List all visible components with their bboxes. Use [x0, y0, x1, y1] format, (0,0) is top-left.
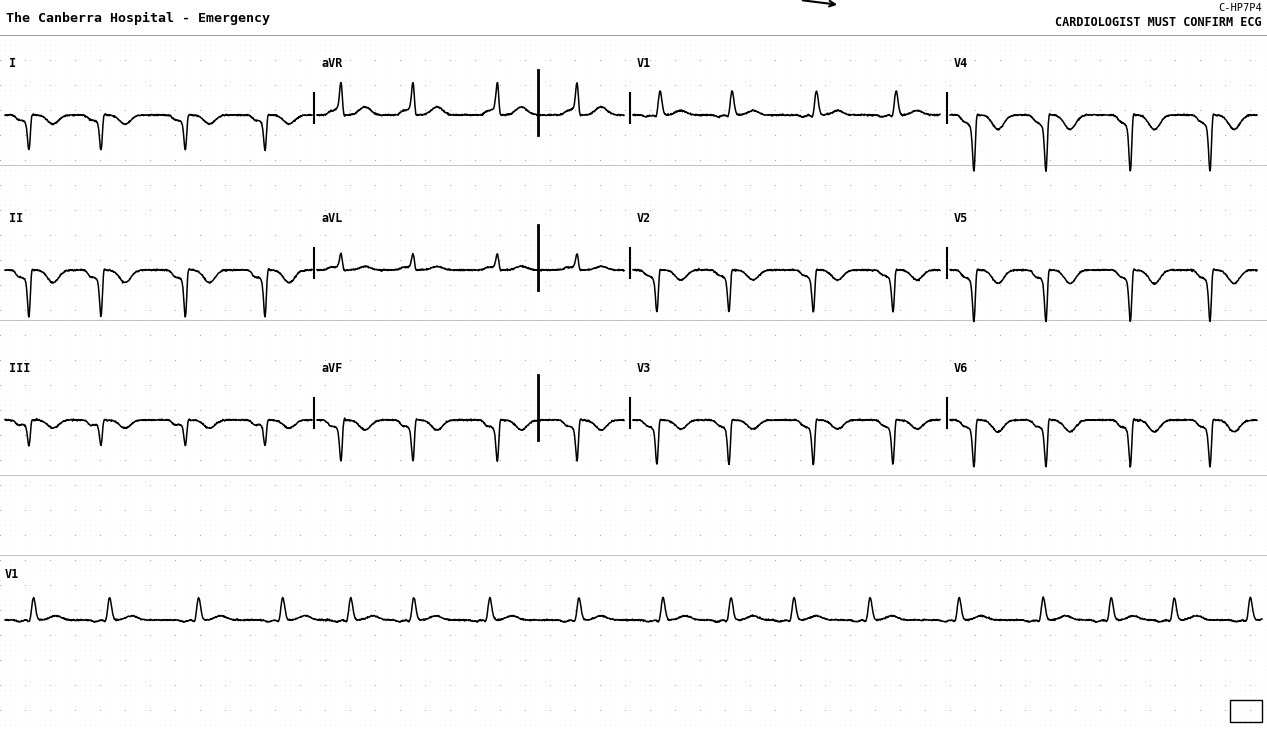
Text: The Canberra Hospital - Emergency: The Canberra Hospital - Emergency — [6, 12, 270, 25]
Text: V4: V4 — [954, 57, 968, 70]
Text: I: I — [9, 57, 16, 70]
Text: C-HP7P4: C-HP7P4 — [1219, 3, 1262, 13]
Text: aVR: aVR — [321, 57, 342, 70]
Bar — [1230, 700, 1262, 722]
Text: V3: V3 — [637, 362, 651, 375]
Text: V1: V1 — [5, 568, 19, 581]
Text: II: II — [9, 212, 23, 225]
Text: aVL: aVL — [321, 212, 342, 225]
Text: V6: V6 — [954, 362, 968, 375]
Text: V5: V5 — [954, 212, 968, 225]
Text: V1: V1 — [637, 57, 651, 70]
Text: V2: V2 — [637, 212, 651, 225]
Text: CARDIOLOGIST MUST CONFIRM ECG: CARDIOLOGIST MUST CONFIRM ECG — [1055, 15, 1262, 28]
Text: III: III — [9, 362, 30, 375]
Text: aVF: aVF — [321, 362, 342, 375]
